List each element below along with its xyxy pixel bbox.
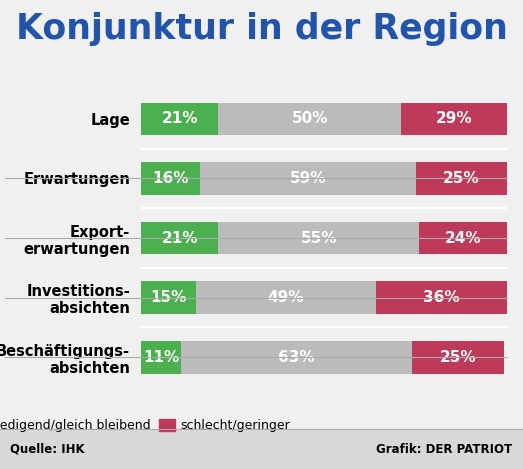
Bar [416, 162, 507, 195]
Bar [419, 222, 507, 254]
Bar [181, 341, 412, 373]
Text: 55%: 55% [301, 231, 337, 245]
Text: 16%: 16% [152, 171, 189, 186]
Text: 29%: 29% [436, 112, 473, 126]
Bar [141, 341, 181, 373]
Text: 21%: 21% [162, 112, 198, 126]
Text: Quelle: IHK: Quelle: IHK [10, 443, 85, 456]
Text: 59%: 59% [290, 171, 326, 186]
Text: Grafik: DER PATRIOT: Grafik: DER PATRIOT [377, 443, 513, 456]
Text: 11%: 11% [143, 350, 179, 364]
Text: 21%: 21% [162, 231, 198, 245]
Bar [141, 103, 218, 135]
Bar [141, 281, 196, 314]
Bar [218, 222, 419, 254]
Text: 36%: 36% [423, 290, 460, 305]
Text: 63%: 63% [278, 350, 315, 364]
Text: 50%: 50% [291, 112, 328, 126]
Bar [196, 281, 376, 314]
Text: 49%: 49% [268, 290, 304, 305]
Text: Konjunktur in der Region: Konjunktur in der Region [16, 12, 507, 45]
Bar [200, 162, 416, 195]
Text: 15%: 15% [151, 290, 187, 305]
Legend: gut/besser, befriedigend/gleich bleibend, schlecht/geringer: gut/besser, befriedigend/gleich bleibend… [0, 414, 295, 437]
Bar [141, 162, 200, 195]
Bar [376, 281, 507, 314]
Bar [401, 103, 507, 135]
Bar [412, 341, 504, 373]
Text: 24%: 24% [445, 231, 482, 245]
Text: 25%: 25% [443, 171, 480, 186]
Text: 25%: 25% [439, 350, 476, 364]
Bar [141, 222, 218, 254]
Bar [218, 103, 401, 135]
